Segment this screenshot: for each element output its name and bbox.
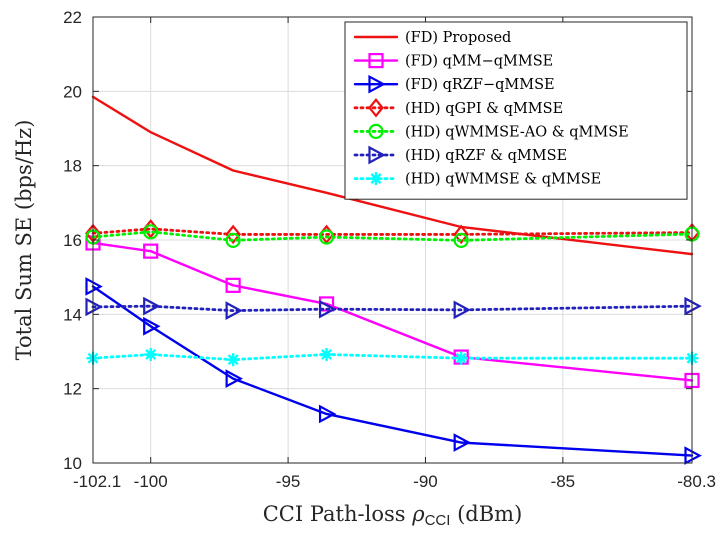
y-tick-label: 12 xyxy=(63,380,82,399)
legend-item: (FD) qRZF−qMMSE xyxy=(353,74,555,94)
data-point xyxy=(225,369,243,388)
legend-item: (HD) qRZF & qMMSE xyxy=(353,145,567,165)
legend-item: (HD) qWMMSE & qMMSE xyxy=(353,172,601,188)
asterisk-stroke xyxy=(370,173,382,185)
x-axis-label-suffix: (dBm) xyxy=(450,502,522,526)
legend-marker xyxy=(368,98,384,118)
legend-marker xyxy=(368,145,386,165)
x-axis-label: CCI Path-loss ρCCI (dBm) xyxy=(263,502,523,529)
legend-label: (HD) qWMMSE & qMMSE xyxy=(405,172,601,188)
legend-label: (FD) qMM−qMMSE xyxy=(405,54,553,70)
data-point xyxy=(226,353,240,367)
asterisk-stroke xyxy=(145,349,157,360)
x-axis-label-symbol: ρ xyxy=(411,502,425,526)
legend-marker xyxy=(368,74,386,94)
legend-item: (HD) qGPI & qMMSE xyxy=(353,98,563,118)
x-axis-label-subscript: CCI xyxy=(425,512,451,529)
x-tick-label: -90 xyxy=(413,472,438,491)
legend-label: (FD) qRZF−qMMSE xyxy=(405,77,555,93)
y-tick-label: 16 xyxy=(63,231,82,250)
y-tick-label: 14 xyxy=(63,305,82,324)
legend-box xyxy=(344,21,688,200)
x-tick-label: -95 xyxy=(276,472,301,491)
data-point xyxy=(143,224,159,240)
data-point xyxy=(318,299,337,319)
data-point xyxy=(453,224,470,245)
legend-label: (FD) Proposed xyxy=(405,30,511,46)
data-point xyxy=(320,347,334,361)
axis-ticks: -102.1 -100 -95 -90 -85 -80.3 10 12 14 16 18 20 22 xyxy=(63,8,716,491)
legend-item: (FD) Proposed xyxy=(353,30,511,46)
legend-label: (HD) qRZF & qMMSE xyxy=(405,148,567,164)
data-point xyxy=(143,296,161,316)
data-point xyxy=(144,347,158,361)
legend-marker xyxy=(368,52,384,69)
data-point xyxy=(454,351,468,365)
y-tick-label: 22 xyxy=(63,8,82,27)
x-axis-label-prefix: CCI Path-loss xyxy=(263,502,412,526)
legend-marker xyxy=(368,123,384,139)
x-tick-label: -102.1 xyxy=(73,472,121,491)
y-tick-label: 10 xyxy=(63,454,82,473)
x-tick-label: -80.3 xyxy=(677,472,716,491)
data-point xyxy=(143,316,161,336)
legend-label: (HD) qWMMSE-AO & qMMSE xyxy=(405,124,629,140)
series-line xyxy=(91,230,694,242)
data-point xyxy=(225,224,242,245)
series-hd-qrzf-qmmse xyxy=(85,296,702,320)
data-point xyxy=(318,229,335,245)
data-point xyxy=(453,433,472,452)
series-hd-qwmmse-qmmse xyxy=(86,347,699,367)
legend: (FD) Proposed (FD) qMM−qMMSE (FD) qRZF−qMM… xyxy=(344,21,688,200)
y-tick-label: 18 xyxy=(63,157,82,176)
series-line xyxy=(91,285,694,457)
series-line xyxy=(91,95,694,256)
data-point xyxy=(225,277,241,293)
asterisk-stroke xyxy=(227,354,239,366)
x-tick-label: -85 xyxy=(551,472,576,491)
legend-label: (HD) qGPI & qMMSE xyxy=(405,101,563,117)
y-tick-label: 20 xyxy=(63,82,82,101)
data-point xyxy=(225,301,243,320)
y-axis-label: Total Sum SE (bps/Hz) xyxy=(12,120,36,361)
asterisk-stroke xyxy=(321,349,332,360)
data-point xyxy=(453,232,469,248)
series-line xyxy=(91,353,694,362)
data-point xyxy=(318,404,337,424)
legend-marker xyxy=(369,172,383,186)
data-point xyxy=(143,243,159,259)
data-point xyxy=(225,232,241,248)
asterisk-stroke xyxy=(455,352,467,364)
series-line xyxy=(91,241,694,382)
series-line xyxy=(91,304,694,313)
legend-item: (HD) qWMMSE-AO & qMMSE xyxy=(353,123,629,140)
series-line xyxy=(91,227,694,236)
legend-item: (FD) qMM−qMMSE xyxy=(353,52,553,70)
series-fd-proposed xyxy=(91,95,694,256)
x-tick-label: -100 xyxy=(134,472,168,491)
data-point xyxy=(453,300,472,320)
series-fd-qmm-qmmse xyxy=(85,235,700,389)
